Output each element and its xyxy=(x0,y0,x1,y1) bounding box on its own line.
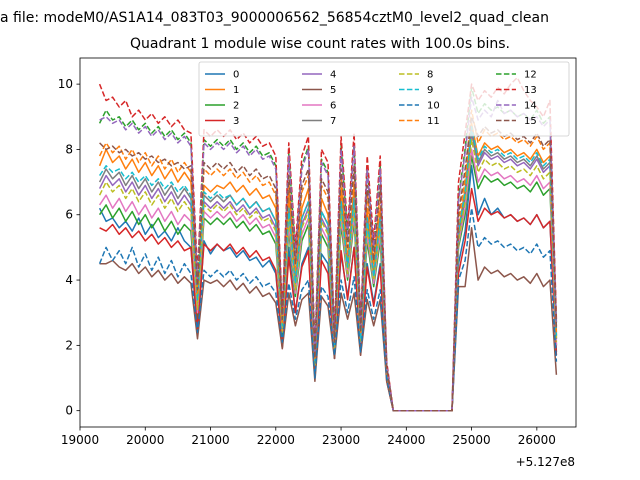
legend-label-9: 9 xyxy=(427,85,433,96)
x-tick-label: 21000 xyxy=(191,433,229,447)
legend-label-4: 4 xyxy=(330,70,336,81)
x-tick-label: 19000 xyxy=(61,433,99,447)
series-line-3 xyxy=(99,187,558,412)
legend-label-3: 3 xyxy=(233,116,239,127)
series-line-0 xyxy=(98,165,558,412)
y-tick-label: 2 xyxy=(65,338,73,352)
x-tick-label: 23000 xyxy=(322,433,360,447)
y-tick-label: 0 xyxy=(65,404,73,418)
x-tick-label: 25000 xyxy=(452,433,490,447)
y-tick-label: 6 xyxy=(65,208,73,222)
axes-layer: 19000 20000 21000 22000 23000 24000 25000 26000… xyxy=(58,57,577,447)
legend-label-15: 15 xyxy=(524,116,537,127)
series-layer xyxy=(98,76,558,412)
y-tick-label: 10 xyxy=(58,77,73,91)
y-tick-label: 4 xyxy=(65,273,73,287)
legend-label-0: 0 xyxy=(233,70,239,81)
x-tick-label: 24000 xyxy=(387,433,425,447)
series-line-9 xyxy=(98,125,558,412)
legend-label-5: 5 xyxy=(330,85,336,96)
series-line-5 xyxy=(99,227,558,412)
legend-label-10: 10 xyxy=(427,101,440,112)
legend-label-14: 14 xyxy=(524,101,537,112)
legend-label-6: 6 xyxy=(330,101,336,112)
series-line-15 xyxy=(99,116,558,412)
y-tick-label: 8 xyxy=(65,142,73,156)
legend-box xyxy=(198,61,570,137)
legend-label-12: 12 xyxy=(524,70,537,81)
plot-frame xyxy=(79,57,577,428)
x-offset-label: +5.127e8 xyxy=(516,455,575,469)
chart-title: Quadrant 1 module wise count rates with … xyxy=(130,36,510,52)
legend-label-11: 11 xyxy=(427,116,440,127)
legend-label-7: 7 xyxy=(330,116,336,127)
series-line-8 xyxy=(98,138,558,412)
legend-label-8: 8 xyxy=(427,70,433,81)
x-tick-label: 20000 xyxy=(126,433,164,447)
legend-label-1: 1 xyxy=(233,85,239,96)
legend-label-13: 13 xyxy=(524,85,537,96)
legend-label-2: 2 xyxy=(233,101,239,112)
series-line-10 xyxy=(98,207,558,412)
x-tick-label: 26000 xyxy=(518,433,556,447)
figure-suptitle: a file: modeM0/AS1A14_083T03_9000006562_… xyxy=(0,10,549,26)
x-tick-label: 22000 xyxy=(257,433,295,447)
